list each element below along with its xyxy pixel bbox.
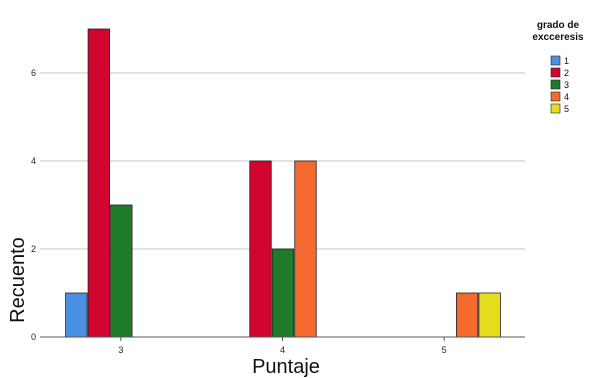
x-axis-title: Puntaje xyxy=(252,356,320,378)
x-tick-label: 3 xyxy=(118,345,123,355)
x-tick-labels: 3 4 5 xyxy=(118,345,446,355)
legend-swatch-5 xyxy=(550,103,561,114)
legend-items: 1 2 3 4 5 xyxy=(550,55,569,114)
legend-swatch-4 xyxy=(550,91,561,102)
y-tick-label: 4 xyxy=(31,156,36,166)
legend-label-1: 1 xyxy=(564,56,569,66)
y-tick-label: 2 xyxy=(31,244,36,254)
bars xyxy=(65,28,501,338)
x-tick-label: 5 xyxy=(442,345,447,355)
bar-3-series-2 xyxy=(87,28,110,338)
y-tick-label: 0 xyxy=(31,332,36,342)
legend-label-4: 4 xyxy=(564,92,569,102)
bar-3-series-3 xyxy=(110,204,133,338)
axes xyxy=(40,336,525,341)
x-tick-label: 4 xyxy=(280,345,285,355)
bar-4-series-4 xyxy=(294,160,317,338)
legend-label-3: 3 xyxy=(564,80,569,90)
legend-title-line-2: excceresis xyxy=(532,32,584,43)
y-tick-labels: 0 2 4 6 xyxy=(31,68,36,342)
bar-5-series-5 xyxy=(478,292,501,338)
legend-title-line-1: grado de xyxy=(537,20,580,31)
legend-swatch-2 xyxy=(550,67,561,78)
bar-5-series-4 xyxy=(456,292,479,338)
legend-swatch-3 xyxy=(550,79,561,90)
legend-label-2: 2 xyxy=(564,68,569,78)
y-axis-title: Recuento xyxy=(7,237,29,323)
legend-swatch-1 xyxy=(550,55,561,66)
bar-4-series-3 xyxy=(271,248,295,338)
y-tick-label: 6 xyxy=(31,68,36,78)
bar-3-series-1 xyxy=(65,292,88,338)
bar-4-series-2 xyxy=(249,160,272,338)
legend: grado de excceresis 1 2 3 4 5 xyxy=(532,20,584,114)
legend-label-5: 5 xyxy=(564,104,569,114)
